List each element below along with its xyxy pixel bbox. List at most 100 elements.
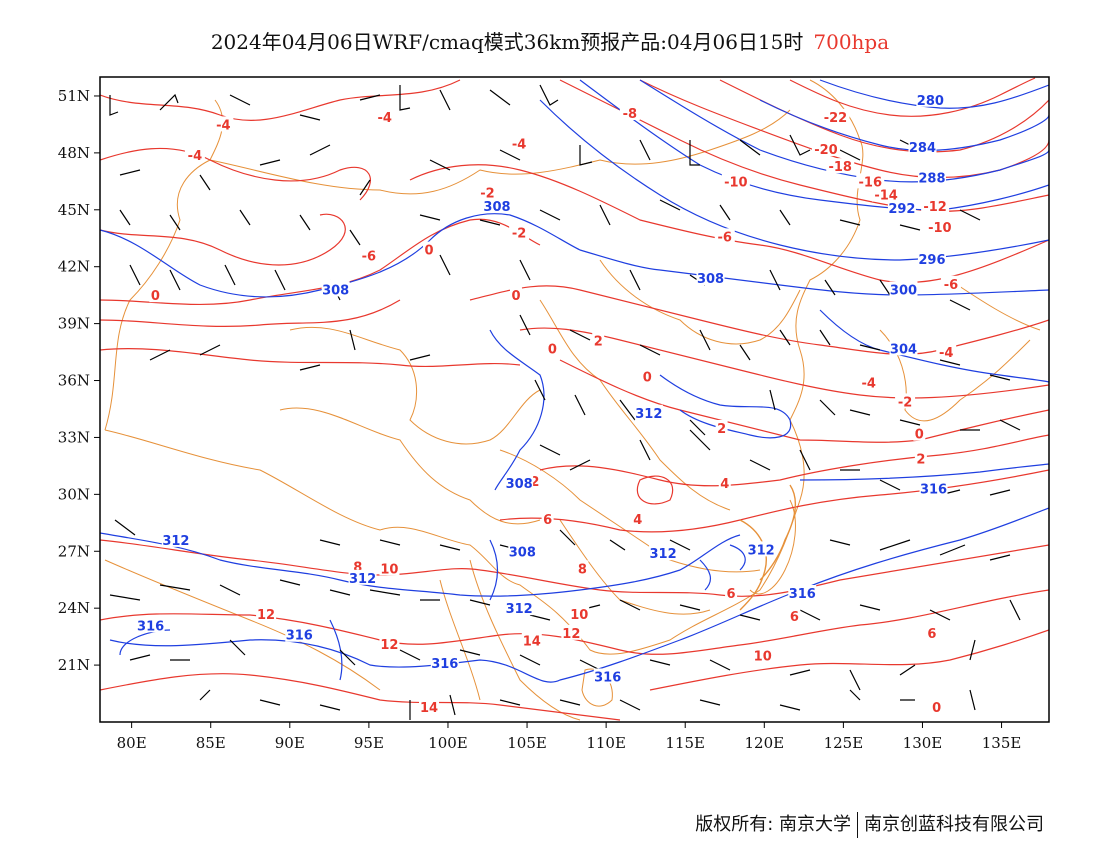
- geopotential-label-bg: [747, 541, 776, 557]
- temperature-label: 10: [380, 562, 398, 577]
- temperature-label-bg: [541, 511, 554, 527]
- geopotential-label-bg: [696, 270, 725, 286]
- temperature-label-bg: [509, 135, 530, 151]
- geopotential-label: 316: [594, 670, 621, 685]
- temp-line: [100, 673, 621, 721]
- geopotential-label: 304: [890, 342, 917, 357]
- temperature-label-bg: [641, 368, 654, 384]
- temperature-label: -2: [480, 187, 494, 202]
- temp-line: [789, 77, 1036, 117]
- temp-line: [559, 359, 1049, 443]
- temperature-label: 10: [754, 650, 772, 665]
- geopotential-label: 312: [349, 572, 376, 587]
- province-line-2: [539, 299, 731, 511]
- x-tick-label: 95E: [354, 734, 384, 752]
- geopotential-labels: 2802842882922963003043083083083123123123…: [136, 91, 948, 685]
- temp-line: [100, 213, 346, 266]
- hgt-line: [579, 79, 1049, 211]
- temp-line: [100, 348, 521, 368]
- temperature-label: 2: [594, 335, 603, 350]
- temperature-label-bg: [592, 332, 605, 348]
- geopotential-label: 316: [789, 587, 816, 602]
- wind-barb: [119, 199, 981, 246]
- geopotential-label-bg: [649, 545, 678, 561]
- temperature-label: 4: [720, 477, 729, 492]
- geopotential-label-bg: [917, 251, 946, 267]
- temperature-label: 12: [562, 627, 580, 642]
- geopotential-label: 312: [635, 407, 662, 422]
- temperature-label-bg: [213, 116, 234, 132]
- temperature-label-bg: [569, 605, 590, 621]
- y-tick-label: 51N: [58, 87, 90, 105]
- temperature-label-bg: [721, 173, 750, 189]
- temperature-label: -20: [814, 143, 838, 158]
- geopotential-label: 316: [431, 657, 458, 672]
- temperature-label-bg: [821, 108, 850, 124]
- temperature-labels: -4-4-4-4-8-22-20-18-16-14-12-10-10-8-6-6…: [149, 105, 961, 716]
- wind-barb: [539, 429, 1011, 496]
- temp-line: [559, 79, 1049, 212]
- temperature-label-bg: [631, 511, 644, 527]
- temp-line: [100, 147, 371, 201]
- geopotential-label: 280: [917, 94, 944, 109]
- temperature-label-bg: [351, 558, 364, 574]
- geopotential-label: 312: [506, 602, 533, 617]
- geopotential-label-bg: [321, 281, 350, 297]
- temperature-label: -2: [898, 395, 912, 410]
- province-line-5: [559, 519, 711, 615]
- temperature-label-bg: [561, 624, 582, 640]
- temperature-label-bg: [715, 419, 728, 435]
- mongolia-border: [209, 109, 791, 195]
- temperature-label-bg: [914, 450, 927, 466]
- temperature-label: 4: [633, 513, 642, 528]
- geopotential-label-bg: [430, 655, 459, 671]
- temperature-label-bg: [379, 636, 400, 652]
- temperature-label: 0: [932, 701, 941, 716]
- temperature-label-bg: [925, 624, 938, 640]
- hgt-line: [489, 539, 746, 601]
- temperature-label-bg: [752, 647, 773, 663]
- geopotential-label-bg: [505, 600, 534, 616]
- hgt-line: [489, 329, 545, 491]
- hgt-line: [539, 99, 1049, 261]
- temperature-label: 6: [927, 627, 936, 642]
- wind-barbs: [109, 84, 1021, 720]
- hgt-line: [100, 213, 661, 298]
- y-tick-label: 27N: [58, 542, 90, 560]
- temperature-label: 0: [424, 244, 433, 259]
- hgt-line: [659, 374, 792, 439]
- geopotential-label: 312: [162, 534, 189, 549]
- x-tick-label: 100E: [428, 734, 468, 752]
- temperature-label: 12: [257, 608, 275, 623]
- y-tick-label: 36N: [58, 372, 90, 390]
- geopotential-label-bg: [919, 480, 948, 496]
- geopotential-label: 296: [918, 253, 945, 268]
- temperature-label: -8: [623, 107, 637, 122]
- temperature-label: -4: [216, 118, 230, 133]
- y-tick-label: 21N: [58, 656, 90, 674]
- temperature-label: 0: [915, 428, 924, 443]
- temperature-label-bg: [856, 173, 885, 189]
- geopotential-label-bg: [348, 569, 377, 585]
- wind-barb: [129, 639, 976, 691]
- temperature-label: 2: [530, 475, 539, 490]
- temperature-label: -4: [512, 137, 526, 152]
- x-tick-label: 115E: [665, 734, 705, 752]
- temperature-label-bg: [184, 146, 205, 162]
- map-frame: [99, 76, 1050, 723]
- x-tick-label: 105E: [507, 734, 547, 752]
- x-tick-label: 80E: [117, 734, 147, 752]
- wind-barb: [199, 689, 976, 720]
- temperature-label-bg: [619, 105, 640, 121]
- y-tick-label: 45N: [58, 201, 90, 219]
- geopotential-label-bg: [285, 626, 314, 642]
- x-tick-label: 110E: [586, 734, 626, 752]
- geopotential-label: 316: [137, 619, 164, 634]
- temperature-label-bg: [358, 247, 379, 263]
- temperature-label-bg: [418, 698, 439, 714]
- title-main: 2024年04月06日WRF/cmaq模式36km预报产品:04月06日15时: [210, 30, 804, 54]
- temperature-label-bg: [940, 275, 961, 291]
- geopotential-label: 300: [890, 283, 917, 298]
- x-tick-label: 130E: [903, 734, 943, 752]
- temp-line: [649, 629, 1049, 691]
